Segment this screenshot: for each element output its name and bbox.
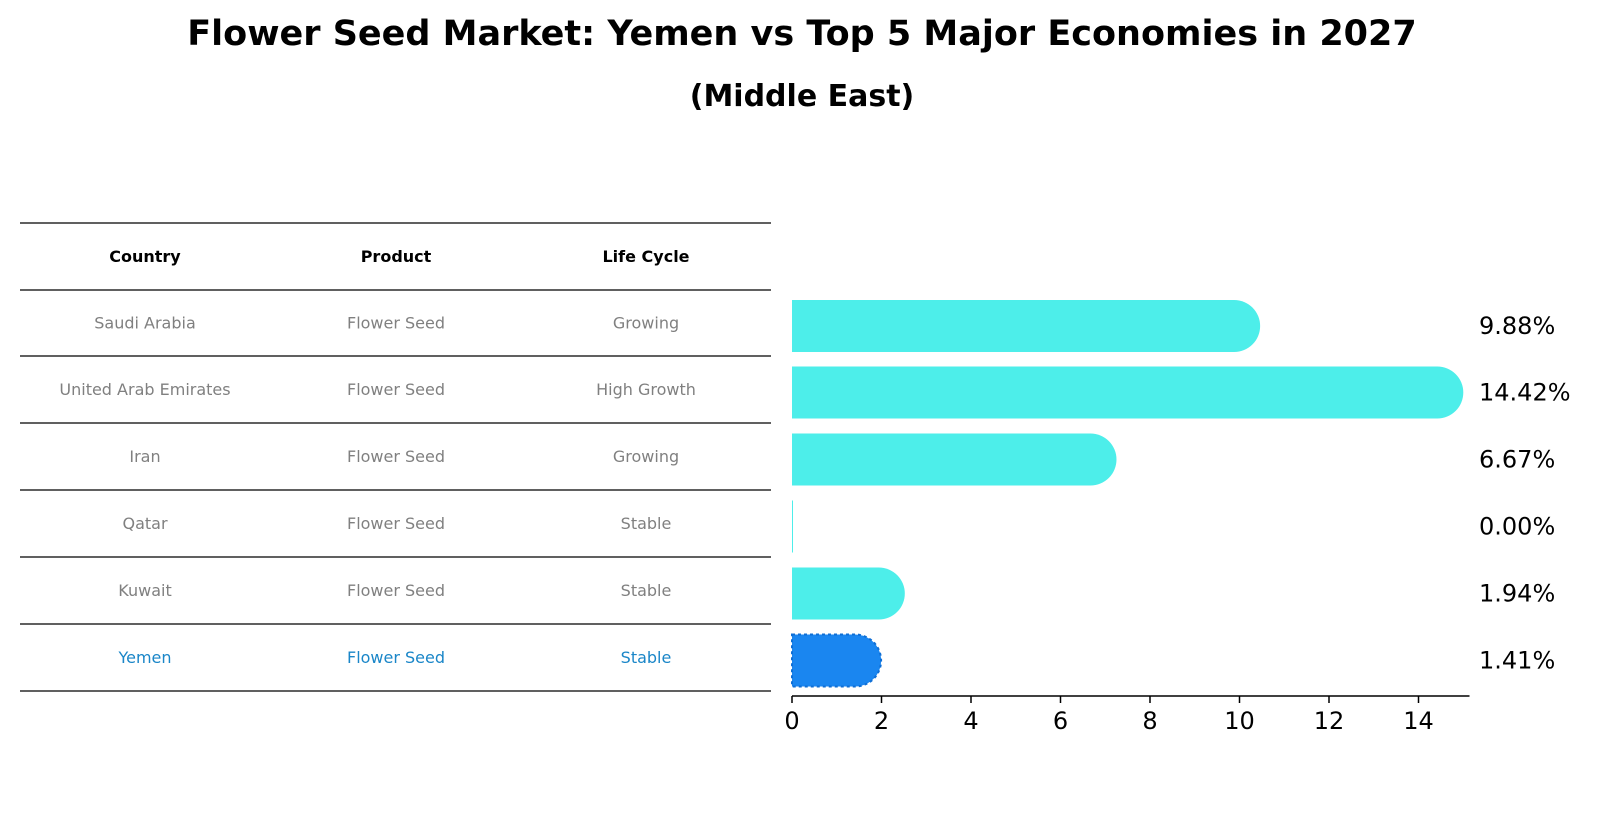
table-cell-country: United Arab Emirates [59,380,230,399]
bar-value-label: 6.67% [1479,446,1555,474]
x-tick-label: 4 [963,707,978,735]
table-cell-country: Yemen [117,648,171,667]
bar-qatar [792,500,793,553]
table-cell-life-cycle: High Growth [596,380,696,399]
table-header-country: Country [109,247,181,266]
table-cell-country: Saudi Arabia [94,314,196,333]
table-cell-life-cycle: Stable [621,581,672,600]
table-header-product: Product [361,247,432,266]
bar-yemen [791,633,883,688]
x-tick-label: 14 [1403,707,1434,735]
table-cell-country: Kuwait [118,581,171,600]
x-tick-label: 12 [1314,707,1345,735]
table-cell-product: Flower Seed [347,380,445,399]
x-tick-label: 2 [874,707,889,735]
table-cell-life-cycle: Stable [621,648,672,667]
table-cell-product: Flower Seed [347,581,445,600]
bar-value-label: 1.94% [1479,580,1555,608]
table-header-life-cycle: Life Cycle [602,247,689,266]
bar-value-label: 9.88% [1479,312,1555,340]
x-tick-label: 10 [1224,707,1255,735]
table-cell-product: Flower Seed [347,447,445,466]
bar-value-label: 14.42% [1479,379,1571,407]
chart-subtitle: (Middle East) [689,79,915,114]
table-cell-life-cycle: Growing [613,314,679,333]
table-cell-life-cycle: Stable [621,514,672,533]
bar-united-arab-emirates [792,366,1464,419]
bar-iran [792,433,1117,486]
chart-title: Flower Seed Market: Yemen vs Top 5 Major… [187,14,1417,54]
table-cell-country: Iran [129,447,160,466]
bar-kuwait [792,567,905,620]
x-tick-label: 6 [1053,707,1068,735]
table-cell-product: Flower Seed [347,314,445,333]
bar-value-label: 0.00% [1479,513,1555,541]
table-cell-product: Flower Seed [347,648,445,667]
bar-saudi-arabia [792,300,1261,352]
table-cell-country: Qatar [122,514,167,533]
table-cell-life-cycle: Growing [613,447,679,466]
table-cell-product: Flower Seed [347,514,445,533]
x-tick-label: 8 [1142,707,1157,735]
x-tick-label: 0 [784,707,799,735]
bar-value-label: 1.41% [1479,647,1555,675]
